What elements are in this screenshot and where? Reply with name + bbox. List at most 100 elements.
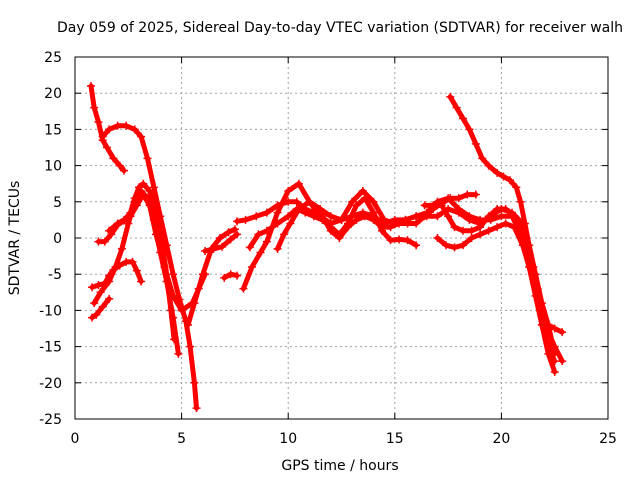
data-point-marker — [459, 241, 468, 250]
y-tick-label: -15 — [39, 340, 62, 356]
data-point-marker — [174, 349, 183, 358]
data-point-marker — [429, 201, 438, 210]
data-point-marker — [130, 125, 139, 134]
data-point-marker — [226, 270, 235, 279]
data-point-marker — [120, 215, 129, 224]
data-point-marker — [505, 176, 514, 185]
data-point-marker — [88, 283, 97, 292]
data-point-marker — [241, 215, 250, 224]
series-line — [247, 195, 419, 250]
data-point-marker — [446, 92, 455, 101]
data-point-marker — [352, 201, 361, 210]
data-point-marker — [525, 262, 534, 271]
data-point-marker — [301, 208, 310, 217]
series-pass-l — [245, 194, 421, 252]
data-point-marker — [316, 205, 325, 214]
y-axis-title: SDTVAR / TECUs — [7, 181, 23, 296]
data-point-marker — [252, 212, 261, 221]
data-point-marker — [209, 244, 218, 253]
series-pass-e — [88, 294, 114, 322]
data-point-marker — [343, 219, 352, 228]
y-tick-labels: -25 -20 -15 -10 -5 0 5 10 15 20 25 — [39, 50, 62, 428]
data-point-marker — [139, 190, 148, 199]
data-point-marker — [520, 219, 529, 228]
data-point-marker — [169, 291, 178, 300]
data-point-marker — [286, 219, 295, 228]
data-point-marker — [501, 205, 510, 214]
data-point-marker — [499, 172, 508, 181]
data-point-marker — [145, 186, 154, 195]
data-point-marker — [233, 230, 242, 239]
x-tick-labels: 0 5 10 15 20 25 — [71, 431, 617, 447]
data-point-marker — [510, 223, 519, 232]
data-point-marker — [201, 247, 210, 256]
data-point-marker — [120, 166, 129, 175]
data-point-marker — [454, 208, 463, 217]
data-point-marker — [284, 212, 293, 221]
data-point-marker — [531, 291, 540, 300]
data-point-marker — [550, 367, 559, 376]
data-point-marker — [459, 226, 468, 235]
series-pass-a — [86, 81, 129, 175]
data-point-marker — [218, 242, 227, 251]
data-point-marker — [476, 230, 485, 239]
data-point-marker — [149, 183, 158, 192]
data-point-marker — [256, 248, 265, 257]
data-point-marker — [94, 118, 103, 127]
y-tick-label: 15 — [44, 122, 62, 138]
data-point-marker — [326, 219, 335, 228]
data-point-marker — [105, 125, 114, 134]
data-point-marker — [478, 154, 487, 163]
data-point-marker — [558, 328, 567, 337]
y-tick-label: 20 — [44, 86, 62, 102]
data-point-marker — [98, 302, 107, 311]
data-point-marker — [152, 230, 161, 239]
data-point-marker — [254, 230, 263, 239]
series-line — [100, 123, 199, 411]
data-point-marker — [484, 161, 493, 170]
data-point-marker — [160, 262, 169, 271]
data-point-marker — [386, 236, 395, 245]
data-point-marker — [471, 190, 480, 199]
data-point-marker — [113, 219, 122, 228]
data-point-marker — [459, 114, 468, 123]
series-pass-p — [420, 201, 567, 366]
data-point-marker — [516, 197, 525, 206]
data-point-marker — [88, 313, 97, 322]
data-point-marker — [183, 320, 192, 329]
data-point-marker — [292, 197, 301, 206]
data-point-marker — [316, 212, 325, 221]
data-point-marker — [493, 205, 502, 214]
series-pass-j — [220, 270, 242, 282]
data-point-marker — [122, 121, 131, 130]
data-point-marker — [90, 103, 99, 112]
data-point-marker — [412, 212, 421, 221]
data-point-marker — [369, 197, 378, 206]
y-tick-label: -25 — [39, 412, 62, 428]
data-point-marker — [294, 179, 303, 188]
data-point-marker — [198, 270, 207, 279]
data-point-marker — [294, 205, 303, 214]
data-point-marker — [358, 186, 367, 195]
data-point-marker — [284, 186, 293, 195]
chart-title: Day 059 of 2025, Sidereal Day-to-day VTE… — [57, 20, 623, 36]
data-point-marker — [139, 179, 148, 188]
data-point-marker — [98, 132, 107, 141]
data-point-marker — [137, 132, 146, 141]
series-pass-q — [433, 219, 559, 366]
data-point-marker — [117, 244, 126, 253]
data-point-marker — [337, 215, 346, 224]
y-tick-label: -10 — [39, 303, 62, 319]
data-point-marker — [420, 201, 429, 210]
data-point-marker — [467, 234, 476, 242]
data-point-marker — [105, 277, 114, 286]
series-pass-b — [98, 121, 201, 413]
y-tick-label: 25 — [44, 50, 62, 66]
x-tick-label: 5 — [177, 431, 186, 447]
data-point-marker — [450, 223, 459, 232]
series-line — [89, 296, 112, 321]
data-point-marker — [335, 230, 344, 239]
y-tick-label: 10 — [44, 159, 62, 175]
data-point-marker — [132, 266, 141, 275]
